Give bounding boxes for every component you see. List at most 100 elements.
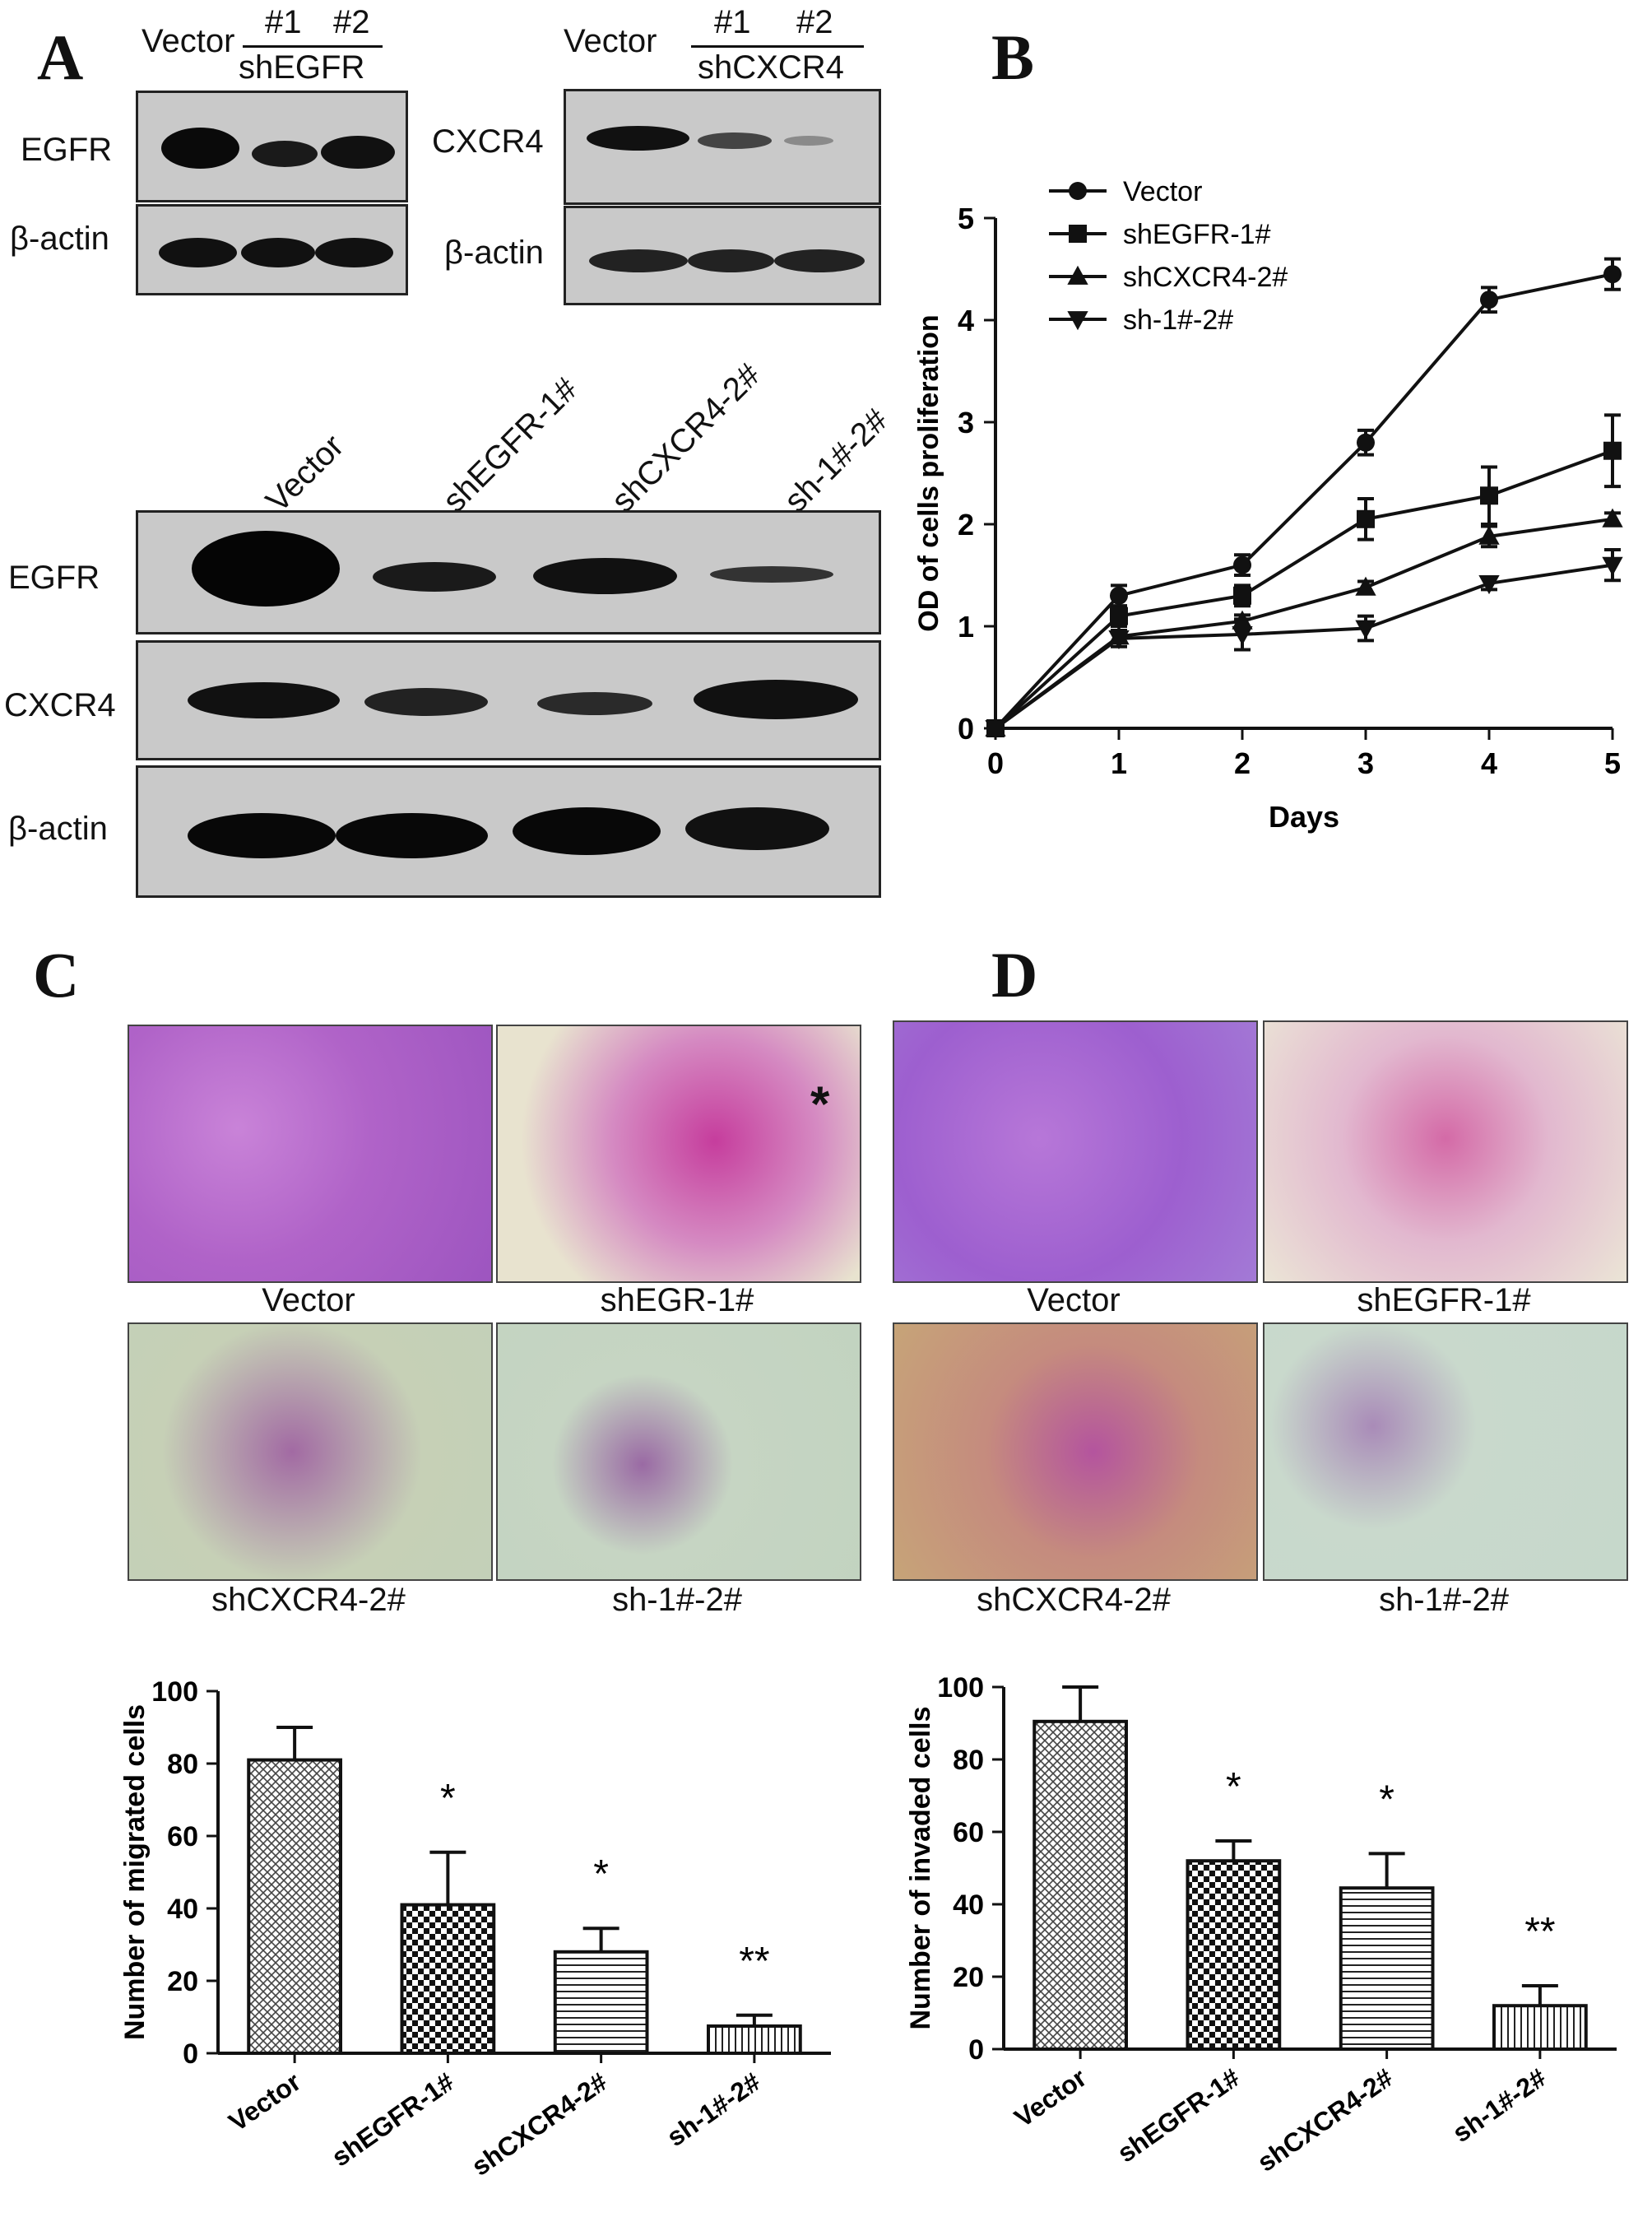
micrograph-shegfr xyxy=(1263,1020,1628,1283)
row-label-egfr: EGFR xyxy=(8,560,100,596)
blot-egfr xyxy=(136,510,881,634)
x-tick-label: sh-1#-2# xyxy=(1447,2062,1552,2148)
y-axis-label: OD of cells proliferation xyxy=(913,314,944,631)
micrograph-vector xyxy=(128,1025,493,1283)
series-line xyxy=(994,272,1613,730)
x-tick-label: shEGFR-1# xyxy=(1111,2062,1245,2168)
x-tick-label: 1 xyxy=(1111,746,1127,780)
y-tick-label: 100 xyxy=(937,1672,984,1703)
x-tick-label: 5 xyxy=(1604,746,1621,780)
x-tick-label: shCXCR4-2# xyxy=(466,2066,613,2182)
x-tick-label: 0 xyxy=(987,746,1004,780)
blot-cxcr4 xyxy=(136,640,881,760)
micrograph-caption: Vector xyxy=(1027,1282,1121,1318)
legend-marker xyxy=(1067,311,1088,331)
significance-marker: * xyxy=(1379,1778,1394,1821)
row-label-egfr: EGFR xyxy=(21,132,113,168)
significance-marker: ** xyxy=(739,1940,769,1983)
bar xyxy=(1032,1719,1128,2052)
panel-letter-c: C xyxy=(33,939,80,1011)
micrograph-caption: shCXCR4-2# xyxy=(977,1582,1171,1618)
lane-label-sh-double: sh-1#-2# xyxy=(777,402,895,520)
micrograph-shegr: * xyxy=(496,1025,861,1283)
data-point xyxy=(1357,433,1375,452)
bar xyxy=(1339,1886,1435,2052)
blot-cxcr4 xyxy=(564,89,881,205)
x-axis-label: Days xyxy=(1269,800,1339,834)
data-point xyxy=(1110,607,1128,625)
y-tick-label: 80 xyxy=(953,1745,984,1776)
data-point xyxy=(1603,265,1622,284)
data-point xyxy=(1232,626,1253,646)
micrograph-caption: shEGR-1# xyxy=(600,1282,754,1318)
chart-migrated-cells: 0 20 40 60 80 100 Vector * shEGFR-1# * shCXCR4-2# *… xyxy=(119,1676,831,2182)
y-tick-label: 60 xyxy=(953,1817,984,1848)
lane-label-vector: Vector xyxy=(564,23,657,59)
significance-marker: * xyxy=(1226,1765,1241,1809)
chart-invaded-cells: 0 20 40 60 80 100 Vector * shEGFR-1# * shCXCR4-2# *… xyxy=(905,1672,1617,2178)
lane-label-shegfr: shEGFR-1# xyxy=(436,370,585,520)
x-tick-label: Vector xyxy=(223,2066,306,2137)
significance-marker: * xyxy=(440,1777,456,1820)
data-point xyxy=(1480,486,1498,505)
row-label-cxcr4: CXCR4 xyxy=(4,687,116,723)
y-tick-label: 5 xyxy=(958,202,974,235)
panel-letter-b: B xyxy=(991,21,1035,93)
series-line xyxy=(994,449,1613,730)
lane-label-2: #2 xyxy=(333,4,370,40)
y-tick-label: 100 xyxy=(151,1676,198,1708)
data-point xyxy=(1478,525,1500,545)
y-tick-label: 20 xyxy=(953,1962,984,1993)
significance-marker: ** xyxy=(1524,1910,1555,1954)
legend-marker xyxy=(1069,225,1087,243)
tick-group: 0 1 2 3 4 5 0 1 2 3 4 5 xyxy=(958,202,1621,780)
legend-label: Vector xyxy=(1123,176,1202,207)
y-tick-label: 1 xyxy=(958,610,974,644)
asterisk-mark: * xyxy=(810,1076,830,1132)
data-point xyxy=(1355,620,1376,639)
y-tick-label: 0 xyxy=(968,2034,984,2066)
legend-marker xyxy=(1067,265,1088,285)
micrograph-caption: shCXCR4-2# xyxy=(211,1582,406,1618)
x-tick-label: shCXCR4-2# xyxy=(1252,2062,1399,2178)
y-tick-label: 2 xyxy=(958,508,974,541)
bar xyxy=(553,1950,649,2055)
legend-marker xyxy=(1069,182,1087,200)
data-point xyxy=(1602,508,1623,528)
row-label-actin: β-actin xyxy=(8,811,108,847)
bars: 0 20 40 60 80 100 Vector * shEGFR-1# * shCXCR4-2# *… xyxy=(937,1672,1588,2178)
chart-proliferation: 0 1 2 3 4 5 0 1 2 3 4 5 Vector shEGFR-1# shCXCR4-2# sh… xyxy=(913,176,1623,834)
micrograph-sh-double xyxy=(496,1322,861,1581)
y-tick-label: 40 xyxy=(167,1894,198,1925)
data-point xyxy=(1603,441,1622,460)
group-label-shegfr: shEGFR xyxy=(239,49,365,86)
y-tick-label: 40 xyxy=(953,1889,984,1921)
lane-label-1: #1 xyxy=(714,4,751,40)
data-point xyxy=(1233,555,1251,574)
y-tick-label: 3 xyxy=(958,406,974,439)
lane-label-vector: Vector xyxy=(142,23,235,59)
micrograph-caption: Vector xyxy=(262,1282,355,1318)
data-point xyxy=(1110,586,1128,605)
x-tick-label: shEGFR-1# xyxy=(326,2066,459,2173)
y-axis-label: Number of migrated cells xyxy=(119,1704,151,2040)
y-tick-label: 0 xyxy=(183,2038,198,2070)
micrograph-caption: shEGFR-1# xyxy=(1357,1282,1531,1318)
blot-actin xyxy=(564,206,881,305)
data-point xyxy=(1355,576,1376,596)
series-line xyxy=(994,517,1613,730)
significance-marker: * xyxy=(593,1852,609,1896)
bar xyxy=(400,1903,496,2055)
panel-letter-a: A xyxy=(37,21,84,93)
micrograph-shcxcr4 xyxy=(893,1322,1258,1581)
data-point xyxy=(985,720,1006,740)
bars: 0 20 40 60 80 100 Vector * shEGFR-1# * shCXCR4-2# *… xyxy=(151,1676,802,2182)
y-axis-label: Number of invaded cells xyxy=(905,1707,936,2030)
group-underline xyxy=(691,45,864,48)
lane-label-2: #2 xyxy=(796,4,833,40)
micrograph-shcxcr4 xyxy=(128,1322,493,1581)
y-tick-label: 4 xyxy=(958,304,974,337)
blot-actin xyxy=(136,204,408,295)
micrograph-caption: sh-1#-2# xyxy=(612,1582,742,1618)
bar xyxy=(1492,2004,1588,2052)
